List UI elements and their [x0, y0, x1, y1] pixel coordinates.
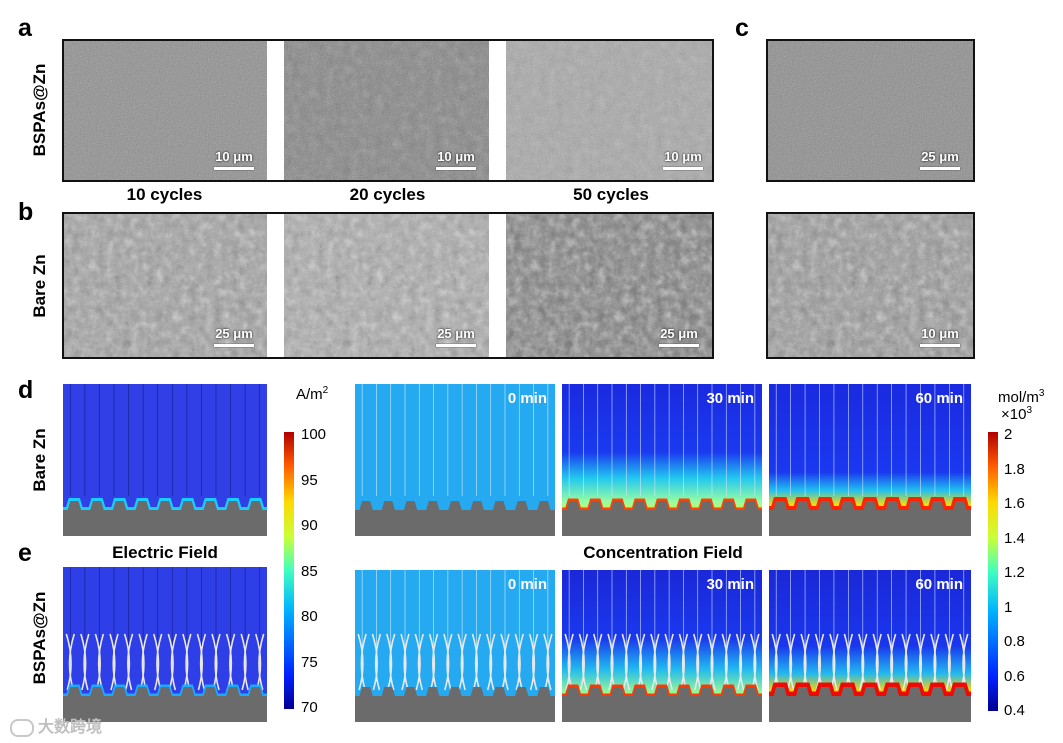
title-concentration-field: Concentration Field: [583, 543, 743, 562]
panel-a-sem-strip: 10 μm 10 μm 10 μm: [62, 39, 714, 182]
sim-e-conc-30min: 30 min: [562, 570, 762, 722]
scale-bar-c-bottom: 10 μm: [917, 326, 963, 347]
row-label-bare-b: Bare Zn: [30, 254, 49, 318]
sem-image-a-20-cycles: 10 μm: [284, 41, 489, 180]
row-label-bare-d: Bare Zn: [30, 428, 49, 492]
sim-d-conc-30min: 30 min: [562, 384, 762, 536]
row-label-bspas-e: BSPAs@Zn: [30, 591, 49, 685]
scale-bar-c-top: 25 μm: [917, 149, 963, 170]
sim-e-electric-field: [63, 567, 267, 722]
time-label-e-60: 60 min: [915, 576, 963, 593]
panel-label-c: c: [735, 14, 749, 42]
scale-bar-b2: 25 μm: [433, 326, 479, 347]
panel-label-d: d: [18, 376, 34, 404]
colorbar-tick: 90: [301, 517, 318, 534]
sim-d-conc-60min: 60 min: [769, 384, 971, 536]
colorbar-tick: 70: [301, 699, 318, 716]
panel-label-a: a: [18, 14, 32, 42]
colorbar-tick: 1.2: [1004, 564, 1025, 581]
caption-20-cycles: 20 cycles: [349, 185, 426, 204]
scale-bar-b3: 25 μm: [656, 326, 702, 347]
colorbar-tick: 100: [301, 426, 327, 443]
sim-e-conc-60min: 60 min: [769, 570, 971, 722]
colorbar-current: [284, 432, 294, 709]
watermark-logo-icon: [10, 718, 34, 737]
colorbar-tick: 2: [1004, 426, 1013, 443]
sem-image-b-20-cycles: 25 μm: [284, 214, 489, 357]
colorbar-tick: 0.4: [1004, 702, 1025, 719]
sem-image-a-50-cycles: 10 μm: [506, 41, 712, 180]
time-label-d-60: 60 min: [915, 390, 963, 407]
sim-e-conc-0min: 0 min: [355, 570, 555, 722]
colorbar-tick: 1.6: [1004, 495, 1025, 512]
colorbar-tick: 0.8: [1004, 633, 1025, 650]
colorbar-tick: 1.8: [1004, 460, 1025, 478]
sem-image-c-bottom: 10 μm: [766, 212, 975, 359]
row-label-bspas-a: BSPAs@Zn: [30, 63, 49, 157]
title-electric-field: Electric Field: [112, 543, 218, 562]
scale-bar-b1: 25 μm: [211, 326, 257, 347]
colorbar-tick: 0.6: [1004, 667, 1025, 685]
colorbar-tick: 75: [301, 653, 318, 671]
panel-b-sem-strip: 25 μm 25 μm 25 μm: [62, 212, 714, 359]
colorbar-conc: [988, 432, 998, 711]
watermark: 大数跨境: [10, 713, 102, 737]
panel-label-e: e: [18, 539, 32, 567]
time-label-e-0: 0 min: [507, 576, 547, 593]
time-label-e-30: 30 min: [706, 576, 754, 593]
time-label-d-30: 30 min: [706, 390, 754, 407]
sem-image-c-top: 25 μm: [766, 39, 975, 182]
colorbar-tick: 1: [1004, 598, 1013, 616]
sem-image-b-50-cycles: 25 μm: [506, 214, 712, 357]
scale-bar-a3: 10 μm: [660, 149, 706, 170]
colorbar-conc-unit: mol/m3: [998, 388, 1045, 406]
sem-image-a-10-cycles: 10 μm: [64, 41, 267, 180]
colorbar-tick: 95: [301, 471, 318, 489]
colorbar-tick: 85: [301, 562, 318, 580]
caption-50-cycles: 50 cycles: [573, 185, 649, 204]
sem-image-b-10-cycles: 25 μm: [64, 214, 267, 357]
time-label-d-0: 0 min: [507, 390, 547, 407]
sim-d-conc-0min: 0 min: [355, 384, 555, 536]
colorbar-tick: 1.4: [1004, 529, 1025, 547]
sim-d-electric-field: [63, 384, 267, 536]
scale-bar-a2: 10 μm: [433, 149, 479, 170]
colorbar-conc-multiplier: ×103: [1001, 405, 1033, 423]
panel-label-b: b: [18, 198, 34, 226]
caption-10-cycles: 10 cycles: [126, 185, 203, 204]
colorbar-tick: 80: [301, 608, 318, 625]
colorbar-current-unit: A/m2: [296, 385, 329, 403]
scale-bar-a1: 10 μm: [211, 149, 257, 170]
